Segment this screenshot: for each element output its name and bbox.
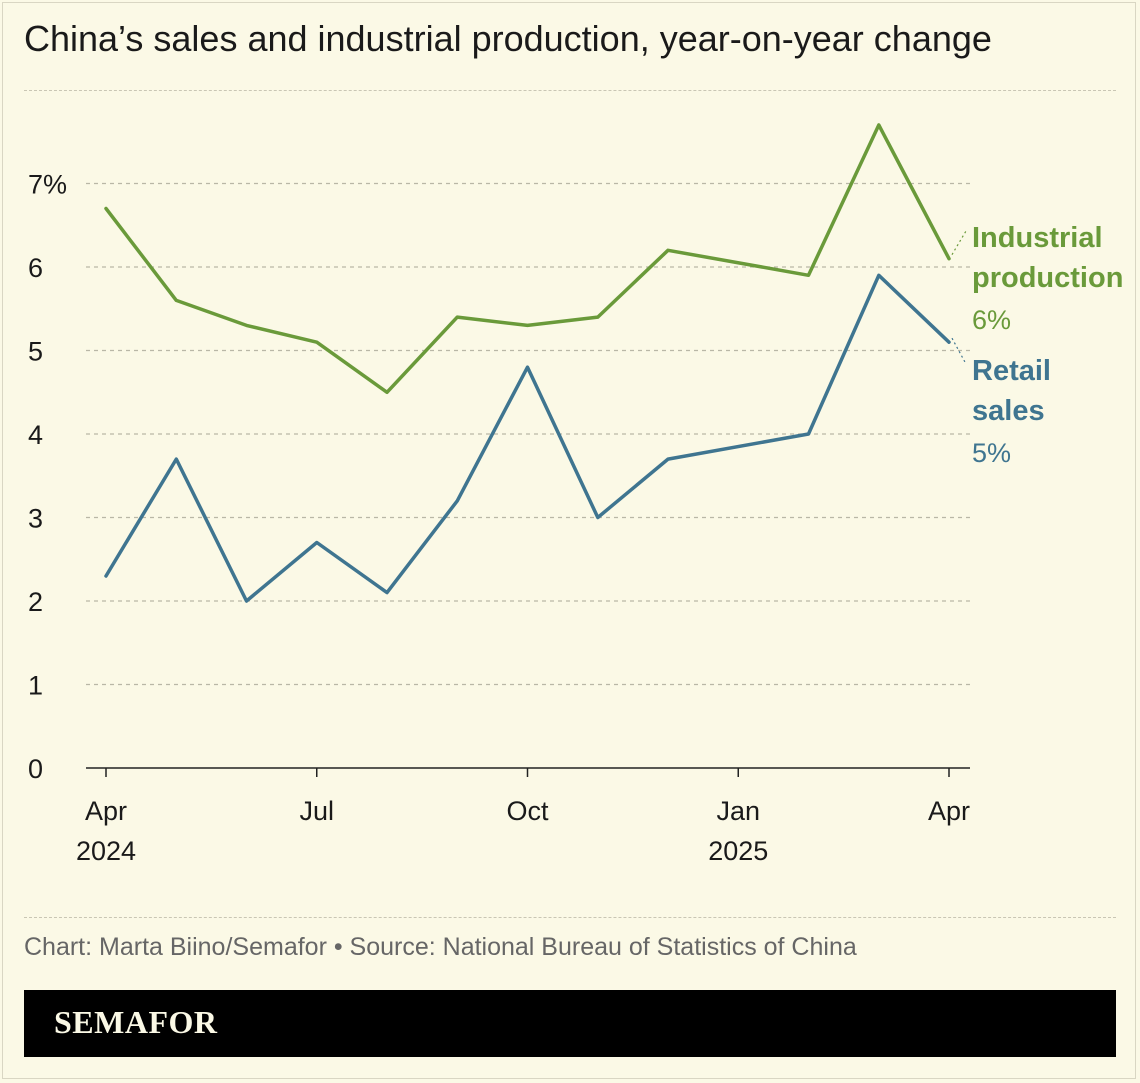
line-chart: 0 1 2 3 4 5 6 7% Apr 2024 Jul Oct Jan 2025 Apr Industri… [28, 123, 1123, 866]
x-tick-label-jan: Jan [716, 796, 760, 826]
bottom-divider [24, 917, 1116, 918]
series-line-retail [104, 273, 951, 603]
y-tick-label-7: 7% [28, 170, 67, 200]
brand-logo[interactable]: SEMAFOR [54, 1004, 218, 1040]
series-line-industrial [104, 123, 951, 395]
y-tick-label-1: 1 [28, 671, 43, 701]
series-end-value-industrial: 6% [972, 305, 1011, 335]
brand-bar: SEMAFOR [24, 990, 1116, 1057]
x-tick-label-apr: Apr [85, 796, 127, 826]
chart-credit: Chart: Marta Biino/Semafor • Source: Nat… [24, 933, 857, 961]
x-tick-label-2025: 2025 [708, 836, 768, 866]
y-tick-label-6: 6 [28, 253, 43, 283]
series-label-retail: sales [972, 395, 1045, 427]
series-end-value-retail: 5% [972, 438, 1011, 468]
y-tick-label-2: 2 [28, 587, 43, 617]
series-label-industrial: Industrial [972, 222, 1103, 254]
x-tick-label-apr: Apr [928, 796, 970, 826]
x-tick-label-jul: Jul [299, 796, 334, 826]
leader-line-industrial [951, 230, 967, 255]
y-tick-label-0: 0 [28, 754, 43, 784]
y-tick-label-3: 3 [28, 504, 43, 534]
x-tick-label-2024: 2024 [76, 836, 136, 866]
top-divider [24, 90, 1116, 91]
y-tick-label-4: 4 [28, 420, 43, 450]
chart-title: China’s sales and industrial production,… [24, 18, 992, 59]
series-label-industrial: production [972, 262, 1123, 294]
x-tick-label-oct: Oct [506, 796, 549, 826]
series-label-retail: Retail [972, 355, 1051, 387]
y-tick-label-5: 5 [28, 337, 43, 367]
